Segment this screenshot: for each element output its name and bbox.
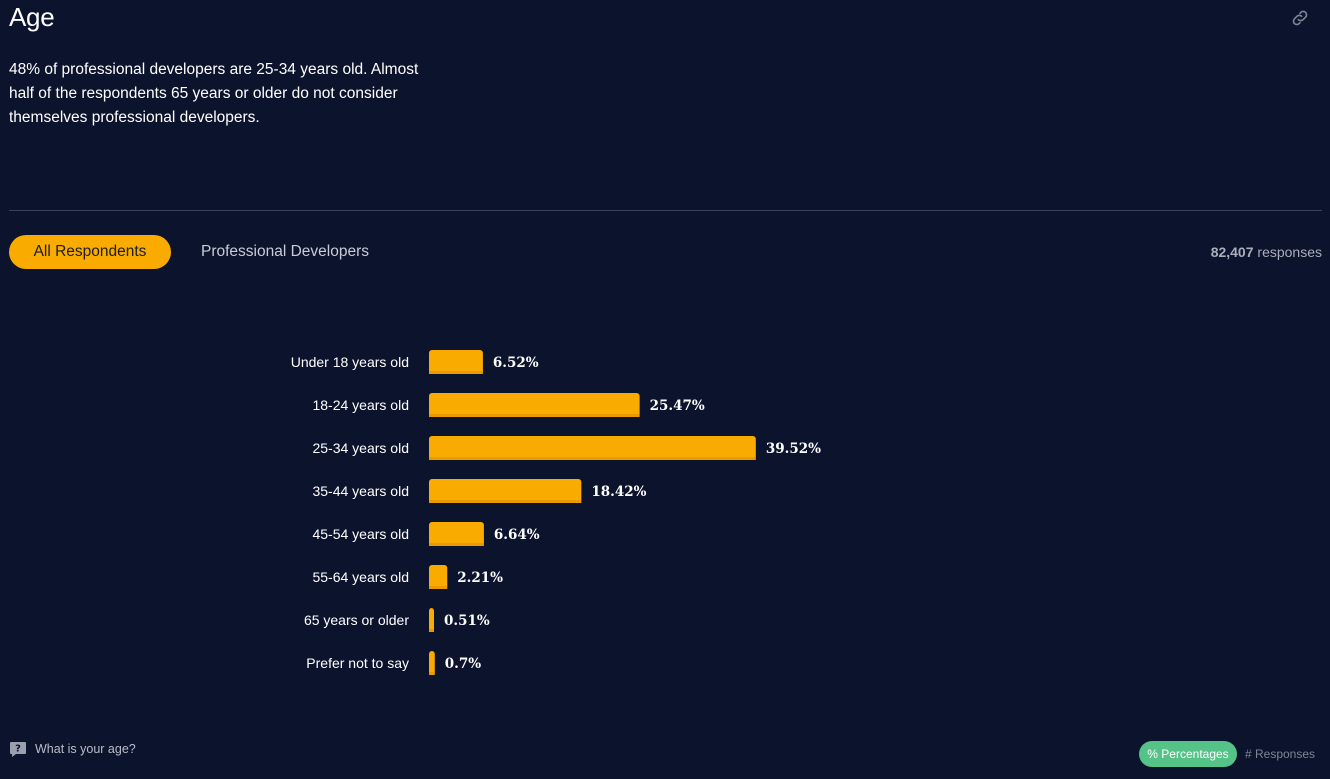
value-label: 6.64% xyxy=(494,527,540,543)
category-label: 55-64 years old xyxy=(312,569,409,585)
question-text: What is your age? xyxy=(35,742,136,756)
bar-shadow xyxy=(429,672,435,675)
question-icon: ? xyxy=(10,742,26,757)
bar-shadow xyxy=(429,371,483,374)
bar-shadow xyxy=(429,500,582,503)
response-count: 82,407 responses xyxy=(1211,244,1322,260)
value-label: 18.42% xyxy=(591,484,646,500)
bar[interactable] xyxy=(429,651,435,675)
bar[interactable] xyxy=(429,350,483,374)
bar[interactable] xyxy=(429,479,582,503)
value-label: 2.21% xyxy=(457,570,503,586)
category-label: Under 18 years old xyxy=(291,354,409,370)
category-label: 35-44 years old xyxy=(312,483,409,499)
category-label: 25-34 years old xyxy=(312,440,409,456)
link-icon[interactable] xyxy=(1290,8,1310,28)
bar[interactable] xyxy=(429,436,756,460)
percentages-toggle[interactable]: % Percentages xyxy=(1139,741,1237,767)
category-label: 18-24 years old xyxy=(312,397,409,413)
category-label: 65 years or older xyxy=(304,612,409,628)
value-label: 0.51% xyxy=(444,613,490,629)
bar-shadow xyxy=(429,457,756,460)
value-label: 39.52% xyxy=(766,441,821,457)
responses-toggle[interactable]: # Responses xyxy=(1244,747,1316,761)
tab-professional-developers[interactable]: Professional Developers xyxy=(200,243,369,260)
bar[interactable] xyxy=(429,608,434,632)
response-count-label: responses xyxy=(1257,244,1322,260)
bar[interactable] xyxy=(429,522,484,546)
svg-text:?: ? xyxy=(15,744,21,755)
value-label: 0.7% xyxy=(445,656,481,672)
bar-shadow xyxy=(429,543,484,546)
question: ? What is your age? xyxy=(9,740,136,758)
divider xyxy=(9,210,1322,211)
response-count-number: 82,407 xyxy=(1210,244,1254,260)
bar-shadow xyxy=(429,414,640,417)
bar[interactable] xyxy=(429,393,640,417)
section-title: Age xyxy=(9,2,55,32)
category-label: 45-54 years old xyxy=(312,526,409,542)
value-label: 6.52% xyxy=(493,355,539,371)
age-bar-chart: Under 18 years old 6.52% 18-24 years old 25… xyxy=(291,350,821,675)
category-label: Prefer not to say xyxy=(306,655,409,671)
bar-shadow xyxy=(429,586,448,589)
section-description: 48% of professional developers are 25-34… xyxy=(9,61,419,126)
bar[interactable] xyxy=(429,565,448,589)
bar-shadow xyxy=(429,629,434,632)
value-label: 25.47% xyxy=(650,398,705,414)
tab-all-respondents[interactable]: All Respondents xyxy=(9,235,171,269)
